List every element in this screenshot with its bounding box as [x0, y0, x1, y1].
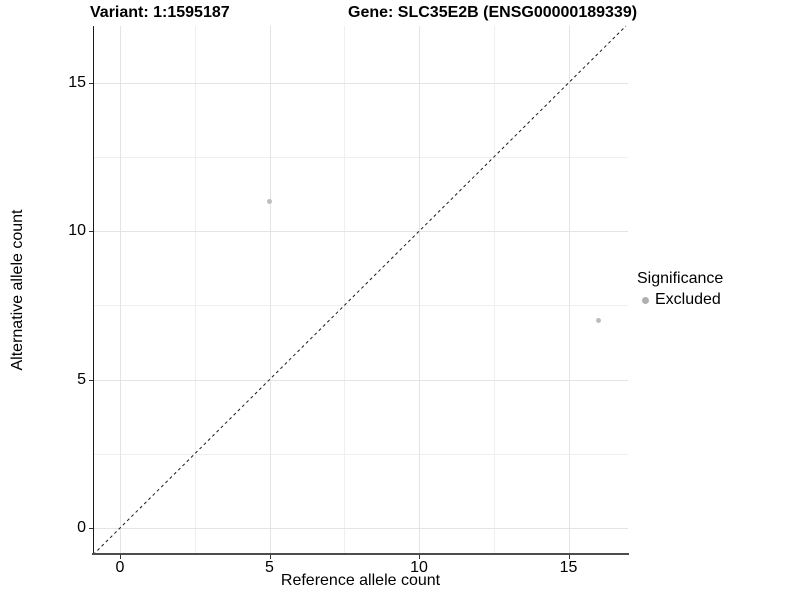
- gridline: [93, 305, 628, 307]
- data-point: [267, 199, 272, 205]
- x-tick-label: 10: [410, 559, 428, 576]
- y-axis-line: [93, 26, 94, 554]
- plot-title: Variant: 1:1595187 Gene: SLC35E2B (ENSG0…: [0, 4, 800, 24]
- gridline: [93, 379, 628, 381]
- x-tick: [269, 555, 271, 559]
- legend-entry-excluded: Excluded: [637, 291, 723, 309]
- gridline: [93, 157, 628, 159]
- gridline: [419, 26, 420, 553]
- x-tick-label: 0: [115, 559, 125, 576]
- gridline: [493, 26, 495, 553]
- x-tick-label: 5: [265, 559, 274, 576]
- gridline: [568, 26, 570, 553]
- gridline: [93, 231, 628, 233]
- y-tick: [89, 528, 93, 529]
- x-axis-title: Reference allele count: [280, 572, 441, 589]
- legend-entry-label: Excluded: [655, 291, 721, 308]
- x-tick: [120, 555, 121, 559]
- x-tick: [419, 555, 420, 559]
- gridline: [93, 82, 628, 84]
- variant-title: Variant: 1:1595187: [90, 4, 230, 21]
- y-tick: [89, 379, 93, 381]
- gridline: [120, 26, 121, 553]
- gene-title: Gene: SLC35E2B (ENSG00000189339): [348, 4, 638, 21]
- y-tick: [89, 231, 93, 233]
- gridline: [93, 528, 628, 529]
- x-tick: [568, 555, 570, 559]
- y-tick-label: 0: [77, 519, 86, 536]
- y-tick-label: 5: [77, 370, 86, 388]
- data-point: [595, 317, 601, 323]
- y-tick-label: 15: [68, 73, 86, 91]
- identity-line: [92, 25, 627, 556]
- x-tick-label: 15: [559, 559, 578, 576]
- excluded-point-icon: [642, 296, 649, 304]
- x-axis-line: [92, 553, 629, 555]
- plot-panel: [92, 25, 628, 556]
- y-tick-label: 10: [68, 222, 86, 240]
- gridline: [93, 453, 628, 455]
- legend-title: Significance: [637, 270, 724, 287]
- gridline: [194, 26, 196, 553]
- gridline: [344, 26, 346, 553]
- gridline: [269, 26, 271, 553]
- y-tick: [89, 82, 93, 84]
- y-axis-title: Alternative allele count: [9, 209, 26, 371]
- legend: Significance Excluded: [637, 269, 723, 309]
